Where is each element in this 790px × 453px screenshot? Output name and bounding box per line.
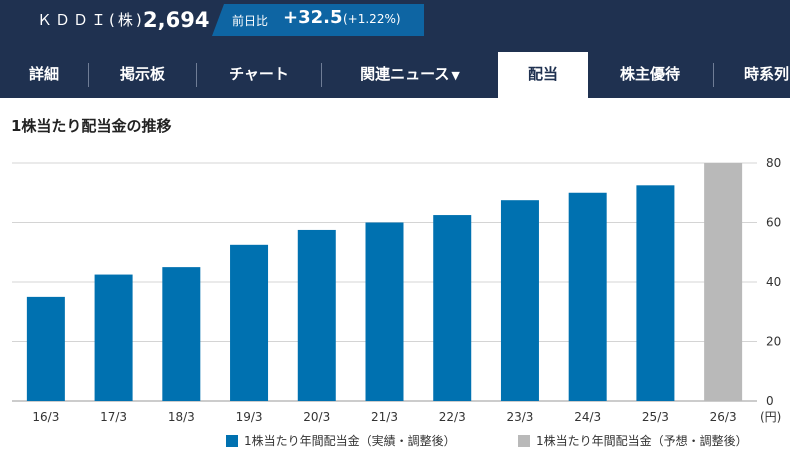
bar [500, 200, 539, 401]
tab-label: 関連ニュース [360, 65, 450, 83]
y-tick-label: 40 [766, 275, 781, 289]
bar [230, 244, 269, 401]
tab-dividend[interactable]: 配当 [498, 52, 588, 98]
legend-item-actual: 1株当たり年間配当金（実績・調整後） [226, 432, 456, 449]
tab-board[interactable]: 掲示板 [89, 52, 196, 98]
tab-label: 掲示板 [119, 65, 165, 83]
stock-header: ＫＤＤＩ(株) 2,694 前日比 +32.5 (+1.22%) [0, 0, 790, 52]
stock-price: 2,694 [143, 8, 210, 32]
x-tick-label: 17/3 [100, 410, 127, 424]
tab-time-series[interactable]: 時系列 [714, 52, 790, 98]
legend-label-actual: 1株当たり年間配当金（実績・調整後） [244, 434, 456, 448]
x-tick-label: 21/3 [371, 410, 398, 424]
tab-label: チャート [229, 65, 289, 83]
company-name: ＫＤＤＩ(株) [37, 11, 145, 29]
triangle-down-icon: ▼ [451, 69, 460, 82]
tab-label: 詳細 [28, 65, 59, 83]
x-tick-label: 20/3 [303, 410, 330, 424]
y-tick-label: 0 [766, 394, 774, 408]
tab-shareholder-benefits[interactable]: 株主優待 [588, 52, 712, 98]
tab-details[interactable]: 詳細 [0, 52, 88, 98]
tab-label: 配当 [527, 65, 558, 83]
price-change-badge: 前日比 +32.5 (+1.22%) [212, 4, 424, 36]
nav-tabs: 詳細 掲示板 チャート 関連ニュース ▼ 配当 株主優待 時系列 [0, 52, 790, 98]
bar [162, 267, 201, 401]
tab-label: 株主優待 [619, 65, 680, 83]
bar [704, 163, 743, 401]
bar [297, 229, 336, 401]
x-tick-label: 16/3 [32, 410, 59, 424]
tab-chart[interactable]: チャート [197, 52, 321, 98]
section-title: 1株当たり配当金の推移 [11, 117, 172, 135]
tab-divider [713, 63, 714, 87]
x-tick-label: 25/3 [642, 410, 669, 424]
tab-related-news[interactable]: 関連ニュース ▼ [322, 52, 498, 98]
change-value: +32.5 [283, 7, 343, 28]
bar [94, 274, 133, 401]
tab-divider [88, 63, 89, 87]
x-tick-label: 24/3 [574, 410, 601, 424]
x-tick-label: 18/3 [168, 410, 195, 424]
y-tick-label: 80 [766, 156, 781, 170]
bar [568, 192, 607, 401]
bar [433, 215, 472, 401]
tab-divider [321, 63, 322, 87]
change-label: 前日比 [232, 14, 269, 28]
legend-swatch-actual [226, 434, 238, 447]
bar [636, 185, 675, 401]
x-tick-label: 23/3 [506, 410, 533, 424]
x-tick-label: 26/3 [710, 410, 737, 424]
change-percent: (+1.22%) [343, 12, 401, 26]
tab-divider [196, 63, 197, 87]
x-tick-label: 19/3 [236, 410, 263, 424]
legend-swatch-forecast [518, 434, 530, 447]
y-tick-label: 60 [766, 216, 781, 230]
legend-label-forecast: 1株当たり年間配当金（予想・調整後） [536, 434, 748, 448]
bar [365, 222, 404, 401]
y-tick-label: 20 [766, 335, 781, 349]
bar [26, 296, 65, 401]
tab-label: 時系列 [744, 65, 790, 83]
y-unit-label: (円) [760, 410, 781, 424]
legend-item-forecast: 1株当たり年間配当金（予想・調整後） [518, 432, 748, 449]
x-tick-label: 22/3 [439, 410, 466, 424]
